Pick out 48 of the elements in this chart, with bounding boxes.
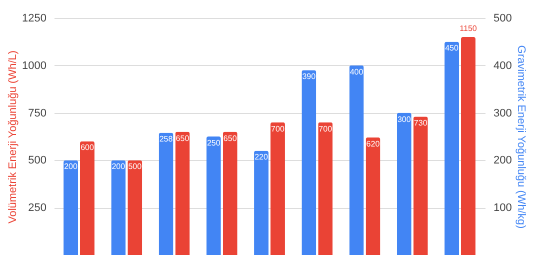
data-label: 200 <box>112 162 126 172</box>
y2-tick-label: 300 <box>494 107 512 120</box>
y2-tick-label: 400 <box>494 60 512 72</box>
data-label: 650 <box>176 134 190 143</box>
data-label: 450 <box>445 44 459 53</box>
y2-tick-label: 500 <box>494 12 512 24</box>
bar <box>254 150 269 255</box>
data-label: 390 <box>302 72 316 82</box>
bar <box>349 65 364 255</box>
data-label: 700 <box>271 124 285 134</box>
data-label: 730 <box>414 118 428 128</box>
data-label: 650 <box>223 134 238 143</box>
bar <box>175 132 190 255</box>
y2-axis-title: Gravimetrik Enerji Yoğunluğu (Wh/kg) <box>514 45 527 229</box>
bar <box>396 112 412 255</box>
y2-tick-label: 100 <box>494 202 512 214</box>
bar <box>460 36 476 255</box>
bar <box>302 70 316 255</box>
data-label: 220 <box>254 152 268 162</box>
data-label: 400 <box>350 67 364 76</box>
bar <box>80 141 94 255</box>
y-axis-title: Volümetrik Enerji Yoğunluğu (Wh/L) <box>7 50 20 224</box>
data-label: 200 <box>64 162 78 172</box>
bar <box>64 160 78 255</box>
y-tick-label: 750 <box>28 107 46 120</box>
bar <box>128 160 142 255</box>
bar <box>158 132 174 255</box>
data-label: 250 <box>206 138 221 148</box>
bar <box>444 42 460 255</box>
y-tick-label: 250 <box>28 202 46 214</box>
bar <box>111 160 126 255</box>
y-tick-label: 1000 <box>22 60 46 72</box>
y-tick-label: 500 <box>28 154 46 167</box>
bar <box>222 132 238 255</box>
bar <box>413 116 428 255</box>
y2-tick-label: 200 <box>494 154 512 167</box>
data-label: 600 <box>80 143 94 152</box>
bar <box>270 122 285 255</box>
data-label: 258 <box>159 134 174 144</box>
data-label: 300 <box>397 114 412 124</box>
data-label: 1150 <box>460 24 478 33</box>
bar <box>206 136 221 255</box>
bar <box>366 137 380 255</box>
bar <box>318 122 333 255</box>
data-label: 620 <box>366 139 380 148</box>
data-label: 700 <box>318 124 333 134</box>
data-label: 500 <box>128 162 142 172</box>
y-tick-label: 1250 <box>22 12 46 24</box>
